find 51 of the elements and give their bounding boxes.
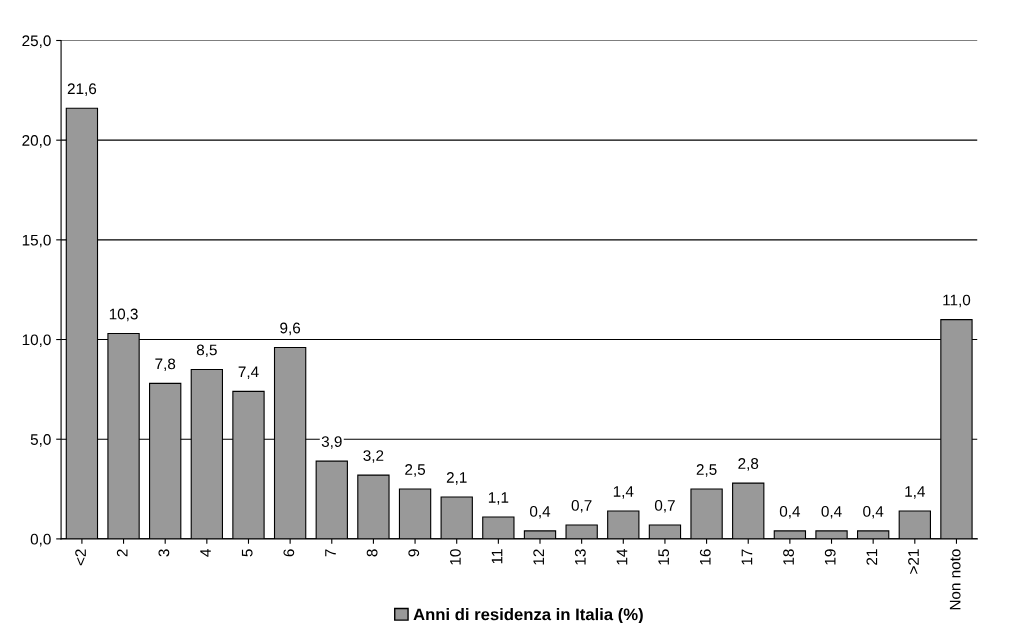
x-tick-label: 19 [824,549,836,565]
data-label: 2,5 [696,464,717,477]
data-label: 9,6 [280,322,301,336]
y-tick-label: 0,0 [30,533,51,547]
x-tick-label: 12 [533,549,544,565]
data-label: 0,4 [863,505,884,519]
data-label: 3,9 [321,436,342,449]
x-tick-label: 4 [200,549,211,557]
x-tick-label: <2 [75,549,86,566]
data-label: 8,5 [196,344,217,358]
data-label: 3,2 [363,450,384,463]
y-tick-label: 20,0 [22,135,51,148]
data-label: 7,8 [155,358,176,372]
data-label: 0,4 [821,505,842,519]
x-tick-label: 11 [491,549,503,564]
x-tick-label: 17 [741,549,753,565]
x-tick-label: 10 [449,549,461,565]
y-tick-label: 15,0 [22,234,51,248]
x-tick-label: 6 [283,549,295,557]
data-label: 0,7 [654,499,675,513]
data-label: 11,0 [943,294,971,308]
y-tick-label: 25,0 [22,35,51,48]
x-tick-label: 16 [699,549,711,565]
data-label: 0,7 [571,499,592,513]
x-tick-label: Non noto [949,549,961,610]
x-tick-label: 2 [116,549,128,557]
data-label: 1,4 [905,486,925,499]
data-label: 1,4 [613,486,634,499]
x-tick-label: 3 [158,549,170,557]
x-tick-label: 7 [325,549,336,557]
x-tick-label: 9 [408,549,420,557]
data-label: 1,1 [488,492,509,505]
data-label: 21,6 [67,83,97,96]
x-tick-label: 14 [616,549,628,565]
x-tick-label: 13 [574,549,586,565]
data-label: 2,1 [446,472,467,485]
x-tick-label: 18 [783,549,794,565]
data-label: 0,4 [779,505,801,519]
legend-label: Anni di residenza in Italia (%) [413,608,643,623]
data-label: 10,3 [109,308,138,322]
x-tick-label: >21 [908,549,919,574]
data-label: 2,5 [405,464,426,477]
data-label: 0,4 [529,505,551,519]
data-label: 7,4 [238,366,259,380]
y-tick-label: 5,0 [30,434,51,447]
x-tick-label: 5 [241,549,253,557]
x-tick-label: 8 [366,549,378,557]
data-label: 2,8 [738,458,759,471]
x-tick-label: 21 [866,549,878,565]
y-tick-label: 10,0 [22,334,51,348]
x-tick-label: 15 [658,549,670,565]
